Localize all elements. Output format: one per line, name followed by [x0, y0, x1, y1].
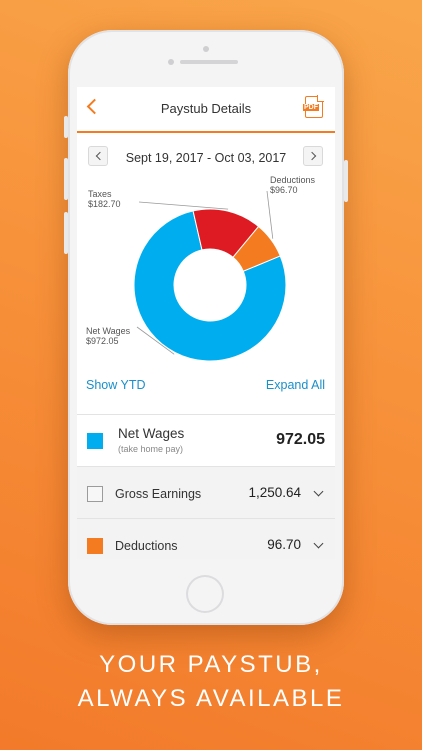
show-ytd-link[interactable]: Show YTD [86, 378, 146, 392]
phone-speaker [180, 60, 238, 64]
row-net-wages[interactable]: Net Wages (take home pay) 972.05 [77, 414, 335, 466]
chevron-left-icon [95, 151, 105, 161]
row-label: Gross Earnings [115, 487, 202, 501]
chevron-right-icon [307, 151, 317, 161]
slice-name: Deductions [270, 175, 316, 185]
app-screen: Paystub Details PDF Sept 19, 2017 - Oct … [77, 87, 335, 559]
donut-slice-deductions [232, 225, 281, 272]
date-selector: Sept 19, 2017 - Oct 03, 2017 [77, 144, 335, 170]
slice-label-net-wages: Net Wages $972.05 [86, 326, 130, 346]
chart-links: Show YTD Expand All [77, 378, 335, 398]
donut-chart-svg [133, 190, 287, 362]
row-label: Net Wages [118, 426, 185, 441]
slice-value: $972.05 [86, 336, 119, 346]
slice-name: Net Wages [86, 326, 131, 336]
page-title: Paystub Details [160, 101, 252, 116]
home-button[interactable] [186, 575, 224, 613]
deductions-color-swatch [87, 538, 103, 554]
pdf-icon[interactable]: PDF [303, 95, 324, 118]
net-wages-color-swatch [87, 433, 103, 449]
donut-slice-net-wages [133, 210, 287, 362]
row-gross-earnings[interactable]: Gross Earnings 1,250.64 [77, 466, 335, 518]
date-range-label: Sept 19, 2017 - Oct 03, 2017 [125, 151, 287, 165]
leader-line-taxes [138, 201, 229, 210]
leader-line-deductions [266, 190, 274, 239]
phone-power-button [344, 160, 348, 202]
leader-line-net-wages [136, 326, 175, 355]
row-label: Deductions [115, 539, 178, 553]
chevron-down-icon[interactable] [313, 486, 324, 497]
slice-label-taxes: Taxes $182.70 [88, 189, 121, 209]
pdf-icon-label: PDF [303, 104, 319, 111]
phone-mute-switch [64, 116, 68, 138]
tagline-line-2: ALWAYS AVAILABLE [77, 685, 345, 712]
expand-all-link[interactable]: Expand All [265, 378, 325, 392]
slice-value: $182.70 [88, 199, 121, 209]
phone-frame: Paystub Details PDF Sept 19, 2017 - Oct … [64, 30, 348, 625]
phone-volume-up [64, 158, 68, 200]
tagline-line-1: YOUR PAYSTUB, [99, 651, 323, 678]
slice-value: $96.70 [270, 185, 298, 195]
phone-sensor [203, 46, 209, 52]
row-sublabel: (take home pay) [118, 444, 184, 454]
chevron-down-icon[interactable] [313, 538, 324, 549]
gross-earnings-checkbox[interactable] [87, 486, 103, 502]
paystub-donut-chart: Taxes $182.70 Deductions $96.70 Net Wage… [77, 175, 335, 377]
row-deductions[interactable]: Deductions 96.70 [77, 518, 335, 559]
phone-volume-down [64, 212, 68, 254]
next-period-button[interactable] [303, 146, 323, 166]
slice-label-deductions: Deductions $96.70 [270, 175, 315, 195]
row-value: 972.05 [276, 431, 325, 448]
row-value: 1,250.64 [248, 485, 301, 500]
previous-period-button[interactable] [88, 146, 108, 166]
phone-camera [168, 59, 174, 65]
nav-bar: Paystub Details PDF [77, 87, 335, 133]
slice-name: Taxes [88, 189, 112, 199]
row-value: 96.70 [267, 537, 301, 552]
